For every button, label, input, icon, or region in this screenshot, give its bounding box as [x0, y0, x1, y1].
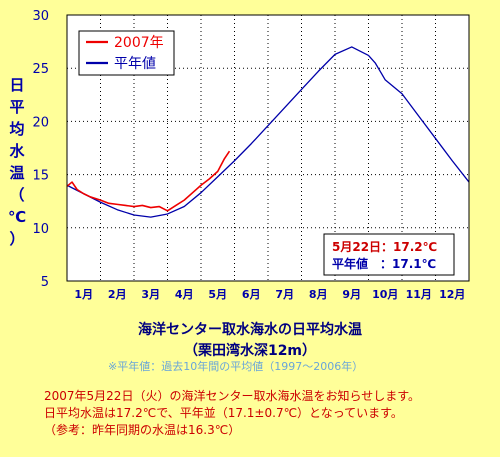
infobox-line-2: 平年値 ：17.1℃: [332, 256, 436, 271]
value-infobox: [323, 233, 455, 276]
infobox-line-1: 5月22日：17.2℃: [332, 240, 437, 254]
y-axis-label-char: ℃: [8, 208, 27, 226]
x-tick-label: 7月: [275, 288, 294, 301]
x-tick-label: 5月: [208, 288, 227, 301]
series-line: [66, 150, 231, 212]
chart-caption-title: 海洋センター取水海水の日平均水温: [138, 322, 362, 338]
y-tick-label: 30: [32, 9, 49, 24]
x-tick-label: 12月: [439, 288, 465, 301]
y-tick-label: 5: [41, 275, 49, 290]
info-line-3: （参考：昨年同期の水温は16.3℃）: [44, 423, 241, 437]
legend-label: 平年値: [114, 56, 156, 72]
y-axis-label-char: 水: [9, 142, 25, 160]
info-line-1: 2007年5月22日（火）の海洋センター取水海水温をお知らせします。: [44, 389, 421, 403]
y-axis-label-char: 温: [9, 164, 25, 182]
x-tick-label: 4月: [175, 288, 194, 301]
y-axis-label: 日平均水温 （ ℃ ）: [8, 74, 26, 250]
x-tick-label: 8月: [309, 288, 328, 301]
y-tick-label: 15: [32, 169, 49, 184]
x-tick-label: 1月: [74, 288, 93, 301]
x-tick-label: 11月: [406, 288, 432, 301]
x-tick-label: 6月: [242, 288, 261, 301]
y-axis-label-char: ）: [9, 230, 25, 248]
x-tick-label: 3月: [141, 288, 160, 301]
y-axis-label-char: 均: [9, 120, 25, 138]
chart-caption-subtitle: （栗田湾水深12m）: [183, 343, 317, 359]
y-axis-label-char: （: [9, 186, 25, 204]
y-tick-label: 25: [32, 62, 49, 77]
x-tick-label: 9月: [342, 288, 361, 301]
x-tick-label: 10月: [372, 288, 398, 301]
y-axis-label-char: 日: [9, 76, 25, 94]
legend-label: 2007年: [114, 35, 164, 51]
legend-box: [78, 30, 175, 76]
y-tick-label: 10: [32, 222, 49, 237]
y-tick-label: 20: [32, 115, 49, 130]
info-line-2: 日平均水温は17.2℃で、平年並（17.1±0.7℃）となっています。: [44, 406, 403, 420]
x-tick-label: 2月: [108, 288, 127, 301]
plot-border: [66, 14, 470, 282]
y-axis-label-char: 平: [9, 98, 25, 116]
chart-caption-note: ※平年値：過去10年間の平均値（1997～2006年）: [108, 360, 364, 373]
series-line: [66, 46, 470, 218]
info-text: 2007年5月22日（火）の海洋センター取水海水温をお知らせします。 日平均水温…: [44, 388, 494, 439]
